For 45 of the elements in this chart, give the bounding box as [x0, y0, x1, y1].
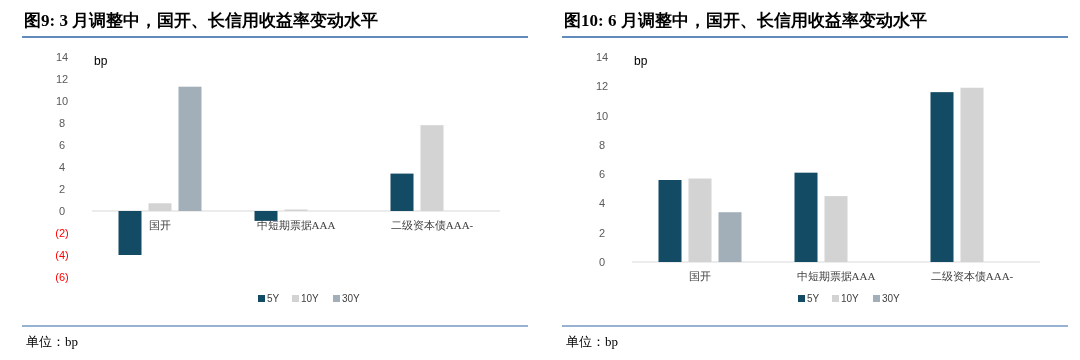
text: 单位：bp [566, 334, 618, 349]
x-tick-label: 中短期票据AAA [256, 219, 336, 231]
x-tick-label: 中短期票据AAA [796, 270, 876, 282]
legend-label: 30Y [342, 293, 361, 304]
bar [118, 211, 142, 255]
y-tick-label: 6 [598, 168, 606, 181]
bar [178, 86, 202, 211]
x-tick-label: 二级资本债AAA- [930, 270, 1014, 282]
x-tick-label: 二级资本债AAA- [390, 219, 474, 231]
y-tick-label: 14 [55, 51, 69, 63]
bar [658, 180, 682, 262]
legend-label: 10Y [301, 293, 320, 304]
y-tick-label: 2 [58, 183, 66, 195]
y-axis-title: bp [94, 54, 108, 68]
y-tick-label: 10 [595, 109, 609, 122]
y-tick-label: 0 [598, 256, 606, 268]
chart-title: 图10: 6 月调整中，国开、长信用收益率变动水平 [564, 11, 927, 30]
x-tick-label: 国开 [149, 219, 171, 231]
y-tick-label: 10 [55, 95, 69, 107]
legend-label: 5Y [807, 293, 820, 304]
y-tick-label: 14 [595, 51, 609, 63]
y-tick-label: 8 [598, 138, 606, 151]
bar [254, 211, 278, 221]
y-tick-label: 6 [58, 139, 66, 151]
y-axis-title: bp [634, 54, 648, 68]
bar [930, 92, 954, 262]
text: 单位：bp [26, 334, 78, 349]
chart-title: 图9: 3 月调整中，国开、长信用收益率变动水平 [24, 11, 379, 30]
y-tick-label: 4 [58, 161, 66, 173]
y-tick-label: 2 [598, 226, 606, 239]
y-tick-label: 8 [58, 117, 66, 129]
x-tick-label: 国开 [689, 270, 711, 282]
y-tick-label: 0 [58, 205, 66, 217]
y-tick-label: 12 [55, 73, 69, 85]
y-tick-label: 4 [598, 197, 606, 210]
bar [718, 212, 742, 262]
legend-label: 10Y [841, 293, 860, 304]
y-tick-label: (2) [55, 227, 69, 239]
y-tick-label: (6) [55, 271, 69, 283]
legend-label: 30Y [882, 293, 901, 304]
legend-label: 5Y [267, 293, 280, 304]
bar [794, 172, 818, 262]
bar [390, 173, 414, 211]
y-tick-label: 12 [595, 80, 609, 93]
y-tick-label: (4) [55, 249, 69, 261]
